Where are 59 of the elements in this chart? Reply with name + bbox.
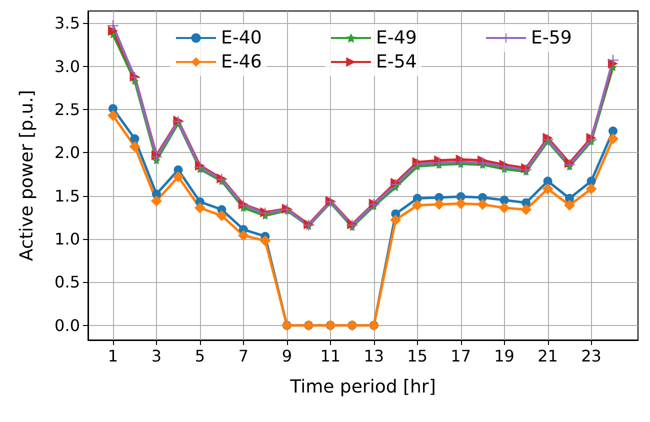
x-tick-label: 5 (194, 346, 206, 366)
point (586, 134, 597, 146)
x-tick-label: 21 (538, 346, 558, 366)
x-tick-label: 13 (364, 346, 384, 366)
legend-label: E-54 (376, 52, 417, 72)
y-tick-label: 2.0 (54, 143, 80, 162)
x-tick-label: 17 (450, 346, 472, 366)
point (543, 176, 552, 186)
y-tick-label: 3.0 (54, 56, 80, 76)
point (194, 202, 206, 214)
x-tick-label: 19 (494, 346, 514, 366)
point (477, 157, 488, 168)
x-tick-label: 11 (320, 346, 341, 366)
x-tick-label: 15 (407, 346, 428, 366)
legend-label: E-59 (531, 28, 572, 48)
point (586, 183, 597, 194)
point (129, 141, 140, 152)
y-axis-title: Active power [p.u.] (16, 90, 38, 262)
point (608, 126, 618, 136)
point (542, 134, 554, 146)
x-tick-label: 23 (581, 346, 602, 366)
point (608, 54, 618, 66)
point (455, 198, 466, 210)
legend-label: E-49 (376, 28, 417, 48)
point (564, 200, 576, 211)
point (130, 134, 140, 144)
y-tick-label: 0.0 (54, 316, 80, 335)
point (108, 110, 118, 121)
legend-label: E-40 (221, 28, 262, 48)
y-tick-label: 3.5 (54, 14, 80, 33)
point (520, 204, 532, 216)
point (477, 198, 488, 210)
point (108, 20, 118, 32)
x-axis-title: Time period [hr] (289, 376, 436, 398)
point (108, 26, 118, 36)
y-tick-label: 2.5 (54, 100, 80, 119)
point (172, 171, 184, 182)
point (412, 200, 423, 211)
point (238, 230, 249, 242)
point (434, 198, 445, 210)
point (260, 235, 271, 246)
x-tick-label: 3 (151, 346, 162, 366)
point (542, 183, 554, 194)
y-tick-label: 0.5 (54, 272, 80, 292)
x-tick-label: 7 (238, 346, 249, 366)
point (498, 202, 510, 214)
x-tick-label: 9 (282, 346, 292, 366)
point (564, 159, 576, 170)
point (586, 176, 596, 186)
y-tick-label: 1.5 (54, 186, 80, 206)
point (500, 196, 509, 205)
point (608, 133, 618, 144)
point (390, 214, 402, 226)
y-tick-label: 1.0 (54, 229, 80, 248)
x-tick-label: 1 (108, 346, 118, 366)
legend-label: E-46 (221, 52, 262, 72)
point (390, 179, 402, 190)
point (216, 210, 228, 222)
point (150, 195, 162, 206)
